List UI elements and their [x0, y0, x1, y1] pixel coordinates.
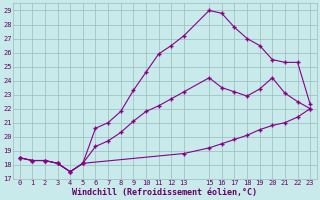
X-axis label: Windchill (Refroidissement éolien,°C): Windchill (Refroidissement éolien,°C) — [72, 188, 258, 197]
